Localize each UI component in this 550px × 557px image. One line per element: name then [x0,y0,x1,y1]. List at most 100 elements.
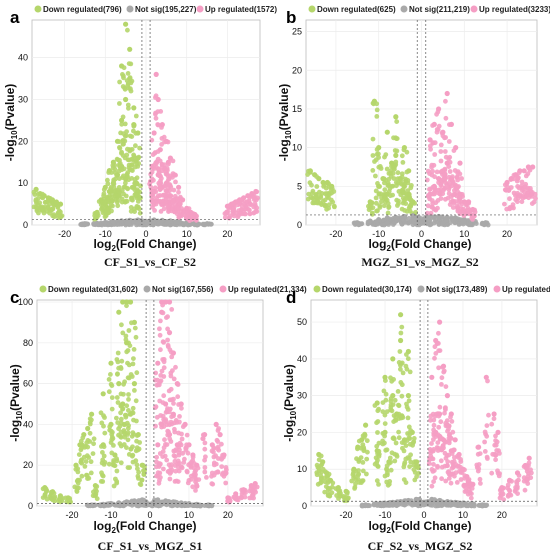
data-point [96,502,102,508]
data-point [439,382,444,387]
panel-d: -20 -10 0 10 20 0 10 20 30 40 50 Down regulated(30,… [282,285,550,553]
data-point [134,462,140,468]
data-point [128,195,134,201]
data-point [401,145,407,151]
x-tick-label: 10 [184,510,194,520]
data-point [133,143,138,149]
x-tick-label: -20 [340,510,353,520]
data-point [482,439,487,445]
data-point [383,177,389,183]
data-point [173,364,178,370]
data-point [166,299,173,305]
data-point [435,432,441,438]
data-point [137,481,143,487]
x-tick-label: 0 [147,510,152,520]
data-point [499,490,505,495]
data-point [111,463,117,468]
data-point [202,446,208,452]
data-point [401,464,407,470]
data-point [170,368,175,373]
data-point [400,160,406,165]
data-point [501,497,507,502]
data-point [429,483,435,489]
data-point [324,206,329,212]
data-point [213,461,219,467]
data-point [167,436,173,442]
data-point [202,432,208,438]
data-point [109,406,115,412]
data-point [109,431,115,437]
data-point [49,197,56,203]
data-point [343,488,349,494]
data-point [436,190,441,196]
data-point [177,414,182,419]
x-axis-label: log2(Fold Change) [368,237,471,253]
data-point [204,475,209,480]
data-point [437,497,443,504]
data-point [353,481,358,487]
data-point [464,474,470,480]
data-point [459,176,464,181]
data-point [169,421,175,427]
x-tick-label: 0 [419,229,424,239]
data-point [180,197,186,203]
data-point [446,164,452,170]
data-point [169,414,175,420]
data-point [166,388,172,394]
y-tick-label: 10 [292,143,302,153]
data-point [252,201,258,207]
data-point [447,169,453,174]
data-point [200,436,206,442]
data-point [434,111,439,117]
x-tick-label: 20 [223,510,233,520]
data-point [402,220,408,225]
data-point [363,502,369,508]
data-point [154,454,160,460]
data-point [468,481,474,487]
data-point [380,431,386,436]
data-point [431,437,436,442]
data-point [130,459,136,465]
data-point [156,167,161,172]
data-point [116,381,122,387]
y-axis-label: -log10(Pvalue) [8,364,24,442]
data-point [382,421,388,426]
data-point [137,196,143,202]
y-tick-label: 40 [297,354,307,364]
data-point [387,455,393,461]
series-not-sig [351,213,491,228]
data-point [33,186,39,192]
data-point [158,421,164,427]
data-point [94,215,100,220]
data-point [436,222,442,228]
data-point [524,193,530,199]
legend-marker [126,5,134,13]
data-point [382,412,388,418]
legend-marker [470,5,478,13]
data-point [530,164,536,170]
data-point [444,90,450,97]
data-point [393,440,399,446]
data-point [373,200,379,206]
data-point [152,185,158,191]
data-point [83,459,89,464]
legend-marker [493,285,501,293]
data-point [172,479,178,484]
data-point [118,410,123,416]
data-point [435,340,440,346]
data-point [134,181,140,187]
data-point [403,179,409,184]
data-point [495,468,500,474]
data-point [76,452,82,457]
data-point [91,441,96,447]
data-point [390,192,395,198]
data-point [398,181,404,186]
data-point [438,458,444,464]
data-point [135,155,141,161]
data-point [125,425,131,431]
x-axis-text: (Fold Change) [116,519,197,533]
data-point [494,439,500,445]
legend-label: Up regulated(21,334) [228,285,307,294]
data-point [109,383,115,388]
